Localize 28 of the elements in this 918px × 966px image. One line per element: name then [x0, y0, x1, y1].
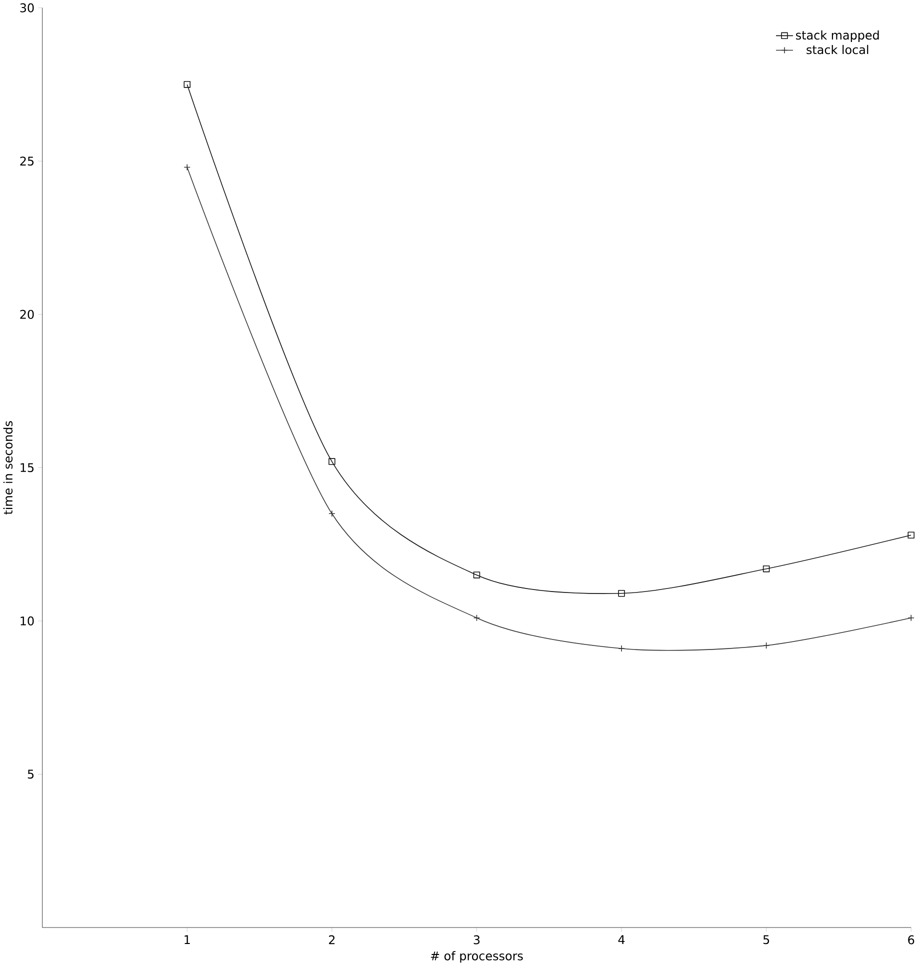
x-tick-label: 1: [184, 935, 190, 944]
x-tick-label: 4: [618, 935, 625, 944]
x-axis-title: # of processors: [430, 951, 523, 963]
legend-label: stack local: [806, 44, 868, 54]
y-tick-label: 30: [20, 3, 34, 12]
y-tick-label: 5: [28, 770, 34, 779]
point: [184, 164, 190, 171]
point: [328, 458, 336, 465]
point: [473, 572, 480, 578]
legend-label: stack mapped: [796, 30, 879, 42]
point: [908, 532, 914, 538]
y-axis-title: time in seconds: [3, 421, 12, 514]
point: [328, 510, 336, 518]
y-tick-label: 25: [20, 156, 34, 166]
x-tick-label: 3: [474, 935, 480, 944]
x-tick-label: 5: [763, 935, 769, 944]
point: [762, 642, 770, 649]
point: [618, 645, 625, 652]
point: [762, 565, 770, 572]
y-tick-label: 10: [20, 616, 34, 626]
y-tick-label: 15: [20, 463, 34, 472]
y-tick-label: 20: [20, 310, 34, 319]
point: [473, 614, 480, 622]
point: [908, 614, 914, 622]
x-tick-label: 2: [328, 935, 334, 944]
point: [618, 590, 625, 597]
x-tick-label: 6: [908, 935, 914, 944]
point: [184, 81, 190, 88]
